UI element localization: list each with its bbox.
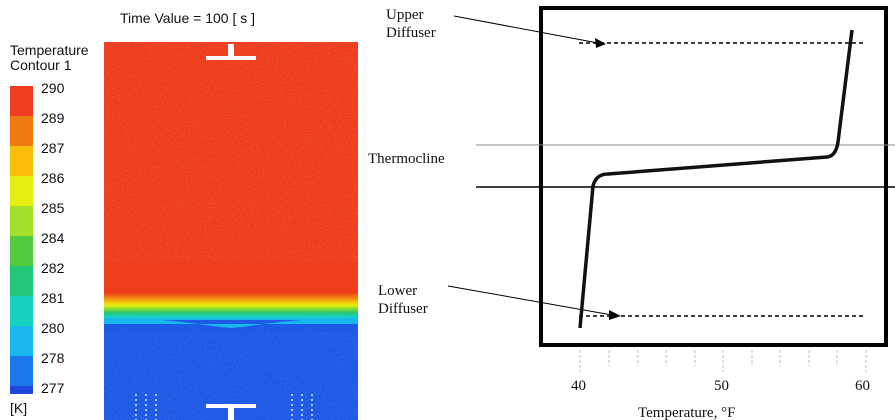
- temperature-profile-curve: [578, 29, 854, 329]
- hot-noise: [104, 42, 358, 262]
- legend-swatch: [10, 176, 33, 206]
- upper-diffuser-label-line1: Upper: [386, 7, 424, 23]
- x-axis-ticks: [579, 350, 867, 372]
- legend-tick-label: 278: [41, 350, 65, 366]
- upper-diffuser-label-line2: Diffuser: [386, 25, 436, 41]
- legend-swatch: [10, 146, 33, 176]
- legend-tick-label: 289: [41, 110, 65, 126]
- legend-swatch: [10, 356, 33, 386]
- unit-label: [K]: [10, 400, 28, 416]
- tank-outline: [539, 6, 888, 347]
- legend-tick-label: 287: [41, 140, 65, 156]
- legend-tick-label: 277: [41, 380, 65, 396]
- x-tick-40: 40: [571, 378, 586, 394]
- lower-diffuser-label-line1: Lower: [378, 283, 418, 299]
- legend-tick-label: 281: [41, 290, 65, 306]
- upper-diffuser-icon: [206, 44, 256, 60]
- profile-diagram: [447, 6, 895, 372]
- legend-title: Temperature Contour 1: [10, 43, 89, 73]
- tank-contour: [104, 42, 358, 420]
- upper-diffuser-arrow: [453, 15, 606, 48]
- legend-swatch: [10, 266, 33, 296]
- profile-panel: Upper Diffuser Thermocline Lower Diffuse…: [366, 0, 895, 420]
- legend-title-line1: Temperature: [10, 42, 89, 58]
- x-tick-60: 60: [855, 378, 870, 394]
- legend-tick-label: 282: [41, 260, 65, 276]
- legend-title-line2: Contour 1: [10, 57, 72, 73]
- x-tick-50: 50: [714, 378, 729, 394]
- upper-diffuser-label: Upper Diffuser: [386, 6, 436, 42]
- legend-tick-label: 280: [41, 320, 65, 336]
- lower-diffuser-icon: [206, 404, 256, 420]
- legend-swatch: [10, 386, 33, 394]
- lower-diffuser-label: Lower Diffuser: [378, 282, 428, 318]
- x-axis-label: Temperature, °F: [638, 405, 736, 420]
- legend-swatch: [10, 86, 33, 116]
- legend-swatch: [10, 296, 33, 326]
- thermocline-dip: [104, 318, 358, 328]
- diffuser-jet-marks: [135, 394, 313, 420]
- legend-tick-label: 286: [41, 170, 65, 186]
- legend-tick-label: 290: [41, 80, 65, 96]
- thermocline-label: Thermocline: [368, 151, 445, 167]
- lower-diffuser-arrow: [447, 285, 621, 320]
- legend-swatch: [10, 206, 33, 236]
- hot-lower: [104, 262, 358, 294]
- legend-tick-label: 284: [41, 230, 65, 246]
- thermocline-band: [104, 292, 358, 322]
- legend-tick-label: 285: [41, 200, 65, 216]
- time-value-label: Time Value = 100 [ s ]: [120, 10, 256, 26]
- legend-swatch: [10, 236, 33, 266]
- legend-swatch: [10, 326, 33, 356]
- contour-panel: Time Value = 100 [ s ] Temperature Conto…: [0, 0, 366, 420]
- lower-diffuser-label-line2: Diffuser: [378, 301, 428, 317]
- legend-swatch: [10, 116, 33, 146]
